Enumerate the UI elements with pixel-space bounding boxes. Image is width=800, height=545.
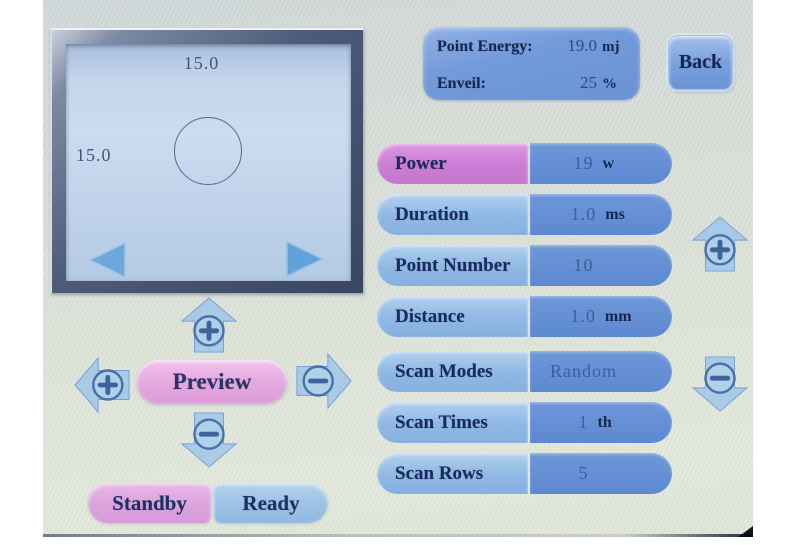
point-energy-row: Point Energy: 19.0 mj (437, 36, 628, 56)
point-energy-unit: mj (602, 39, 620, 55)
ready-button[interactable]: Ready (214, 483, 328, 523)
point-number-label: Point Number (395, 254, 511, 276)
arrow-left-plus-icon (74, 356, 130, 414)
move-left-plus-button[interactable] (73, 356, 131, 414)
move-up-plus-button[interactable] (180, 296, 238, 354)
scan-modes-value: Random (550, 361, 617, 381)
power-value-field: 19 w (530, 143, 672, 184)
distance-value: 1.0 (570, 306, 596, 326)
arrow-down-minus-icon (691, 356, 749, 412)
point-number-value-field: 10 (530, 245, 672, 286)
preview-screen: 15.0 15.0 (66, 44, 351, 281)
back-button[interactable]: Back (668, 35, 733, 90)
scan-modes-value-field: Random (530, 351, 672, 392)
preview-panel: 15.0 15.0 (50, 28, 363, 293)
scan-times-value: 1 (578, 412, 589, 432)
param-row-power: Power 19 w (377, 143, 672, 184)
spot-circle (174, 117, 242, 185)
triangle-left-icon (88, 241, 126, 279)
distance-value-field: 1.0 mm (530, 296, 672, 337)
point-energy-value: 19.0 (567, 36, 597, 55)
scan-modes-button[interactable]: Scan Modes (377, 351, 528, 392)
param-row-scan-modes: Scan Modes Random (377, 351, 672, 392)
power-unit: w (602, 154, 615, 172)
move-right-minus-button[interactable] (295, 352, 353, 410)
value-decrease-button[interactable] (691, 355, 749, 413)
enveil-label: Enveil: (437, 75, 486, 92)
arrow-down-minus-icon (180, 412, 238, 468)
preview-button[interactable]: Preview (137, 360, 287, 403)
power-label: Power (395, 152, 447, 174)
param-row-duration: Duration 1.0 ms (377, 194, 672, 235)
point-number-button[interactable]: Point Number (377, 245, 528, 286)
duration-value-field: 1.0 ms (530, 194, 672, 235)
scan-area-right-arrow-button[interactable] (285, 240, 325, 278)
dimension-label-left: 15.0 (76, 145, 112, 165)
standby-button[interactable]: Standby (88, 483, 211, 523)
duration-value: 1.0 (570, 204, 597, 224)
point-energy-label: Point Energy: (437, 38, 533, 55)
enveil-row: Enveil: 25 % (437, 73, 628, 93)
arrow-up-plus-icon (180, 297, 238, 353)
triangle-right-icon (286, 240, 324, 278)
duration-unit: ms (605, 205, 625, 223)
duration-button[interactable]: Duration (377, 194, 528, 235)
scan-modes-label: Scan Modes (395, 360, 493, 382)
scan-rows-button[interactable]: Scan Rows (377, 453, 528, 494)
arrow-right-minus-icon (296, 352, 352, 410)
scan-area-left-arrow-button[interactable] (87, 241, 127, 279)
point-number-value: 10 (573, 255, 594, 275)
scan-times-unit: th (597, 413, 612, 431)
scan-times-label: Scan Times (395, 411, 488, 433)
enveil-value: 25 (580, 73, 597, 92)
power-value: 19 (573, 153, 594, 173)
device-screen: 15.0 15.0 Point Energy: 19.0 (43, 0, 753, 537)
scan-rows-value-field: 5 (530, 453, 672, 494)
arrow-up-plus-icon (691, 216, 749, 272)
param-row-scan-times: Scan Times 1 th (377, 402, 672, 443)
scan-times-value-field: 1 th (530, 402, 672, 443)
photo-corner-artifact (738, 526, 753, 537)
enveil-unit: % (602, 76, 617, 92)
energy-info-panel: Point Energy: 19.0 mj Enveil: 25 % (423, 27, 640, 100)
power-button[interactable]: Power (377, 143, 528, 184)
dimension-label-top: 15.0 (183, 53, 220, 73)
duration-label: Duration (395, 203, 469, 225)
scan-rows-label: Scan Rows (395, 462, 484, 484)
move-down-minus-button[interactable] (180, 411, 238, 469)
param-row-scan-rows: Scan Rows 5 (377, 453, 672, 494)
value-increase-button[interactable] (691, 215, 749, 273)
distance-unit: mm (604, 307, 632, 325)
distance-label: Distance (395, 305, 465, 327)
param-row-distance: Distance 1.0 mm (377, 296, 672, 337)
distance-button[interactable]: Distance (377, 296, 528, 337)
param-row-point-number: Point Number 10 (377, 245, 672, 286)
scan-times-button[interactable]: Scan Times (377, 402, 528, 443)
scan-rows-value: 5 (578, 463, 589, 483)
